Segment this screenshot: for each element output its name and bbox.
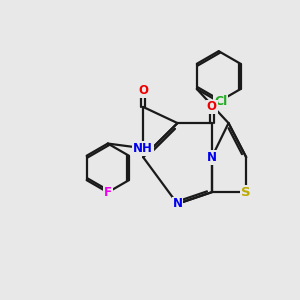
Text: O: O (207, 100, 217, 113)
Text: O: O (138, 84, 148, 97)
Text: NH: NH (133, 142, 153, 155)
Text: S: S (242, 186, 251, 199)
Text: Cl: Cl (214, 95, 227, 108)
Text: N: N (207, 151, 217, 164)
Text: F: F (104, 186, 112, 199)
Text: N: N (172, 197, 182, 210)
